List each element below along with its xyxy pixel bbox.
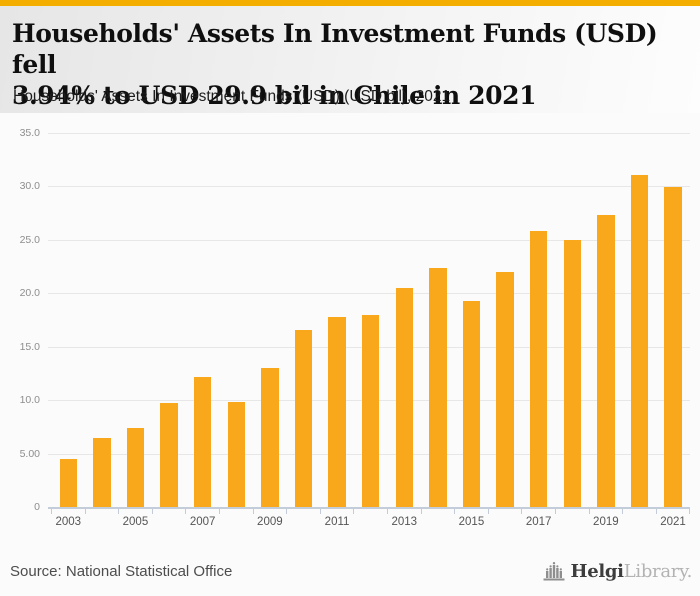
helgi-library-logo: Helgi Library. [542, 556, 692, 586]
y-tick-label: 30.0 [19, 180, 40, 193]
gridline-30.0 [48, 186, 690, 188]
bar-2017 [529, 231, 548, 507]
y-tick-label: 15.0 [19, 340, 40, 353]
x-axis-tick [51, 509, 52, 514]
x-axis-tick [286, 509, 288, 514]
chart-title-line1: Households' Assets In Investment Funds (… [12, 19, 658, 79]
logo-text-helgi: Helgi [570, 560, 624, 582]
x-axis-tick [622, 509, 624, 514]
bar-2021 [664, 187, 682, 507]
x-axis-tick [454, 509, 456, 514]
x-tick-label-2015: 2015 [458, 516, 485, 528]
bar-2014 [429, 267, 447, 507]
bar-2006 [160, 403, 178, 507]
x-axis-tick [487, 509, 489, 514]
top-accent-bar [0, 0, 700, 6]
y-tick-label: 25.0 [19, 233, 40, 246]
bar-2012 [361, 314, 380, 507]
bar-2005 [126, 427, 145, 507]
x-tick-label-2003: 2003 [55, 516, 82, 528]
x-axis-tick [185, 509, 187, 514]
x-axis-tick [555, 509, 556, 514]
bar-2019 [597, 215, 615, 507]
y-tick-label: 5.00 [19, 447, 40, 460]
x-axis-tick [118, 509, 120, 514]
x-axis-tick [219, 509, 220, 514]
x-tick-label-2017: 2017 [525, 516, 552, 528]
x-axis-line [48, 507, 690, 509]
logo-text-library: Library. [623, 560, 693, 582]
x-axis-tick [353, 509, 355, 514]
x-tick-label-2005: 2005 [122, 516, 149, 528]
x-tick-label-2011: 2011 [324, 516, 350, 528]
x-axis-tick [151, 509, 153, 514]
x-axis-tick [420, 509, 422, 514]
x-tick-label-2021: 2021 [660, 516, 686, 528]
bar-2018 [563, 239, 581, 507]
bar-2016 [496, 271, 514, 507]
y-tick-label: 35.0 [19, 127, 40, 139]
chart-title-line2: 3.94% to USD 29.9 bil in Chile in 2021 [12, 81, 537, 110]
x-axis-tick [521, 509, 523, 514]
bar-2011 [328, 316, 346, 507]
gridline-25.0 [48, 239, 690, 241]
bar-2020 [630, 174, 649, 507]
bar-2010 [294, 329, 313, 507]
gridline-35.0 [48, 133, 690, 134]
bar-2007 [193, 376, 212, 507]
bar-2003 [59, 458, 77, 507]
y-tick-label: 20.0 [19, 287, 40, 300]
bar-2008 [227, 402, 245, 507]
x-axis-tick [319, 509, 321, 514]
bar-2004 [93, 437, 111, 507]
x-tick-label-2013: 2013 [391, 516, 418, 528]
y-tick-label: 0 [34, 501, 40, 513]
bar-2013 [395, 287, 413, 507]
gridline-20.0 [48, 293, 690, 295]
x-axis-tick [84, 509, 86, 514]
x-axis-tick [252, 509, 254, 514]
x-axis-tick [655, 509, 657, 514]
chart-header: Households' Assets In Investment Funds (… [0, 6, 700, 113]
y-tick-label: 10.0 [19, 394, 40, 407]
bar-2015 [462, 300, 481, 507]
chart-subtitle: Households' Assets In Investment Funds (… [13, 88, 451, 105]
x-axis-tick [588, 509, 590, 514]
x-tick-label-2009: 2009 [257, 516, 283, 528]
x-tick-label-2007: 2007 [189, 516, 216, 528]
x-tick-label-2019: 2019 [593, 516, 619, 528]
bar-2009 [261, 368, 279, 507]
chart-title: Households' Assets In Investment Funds (… [12, 18, 688, 111]
source-note: Source: National Statistical Office [10, 563, 233, 580]
x-axis-tick [689, 509, 691, 514]
helgi-logo-icon [543, 562, 565, 581]
x-axis-tick [387, 509, 388, 514]
